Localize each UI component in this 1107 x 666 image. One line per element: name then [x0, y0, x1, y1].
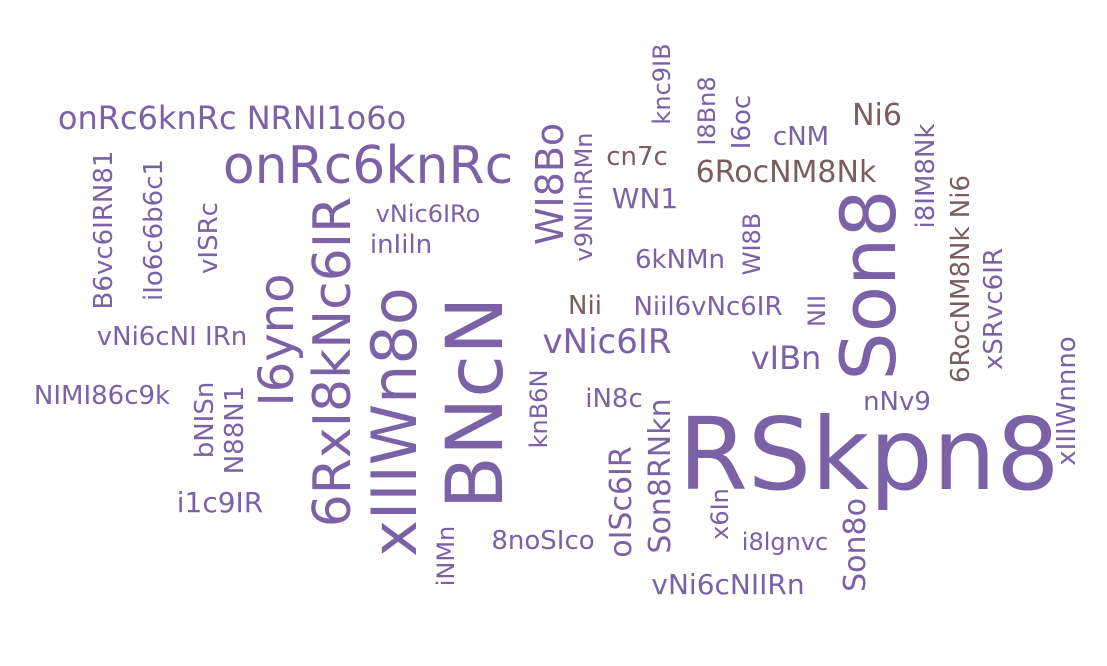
word-niil6vnc6ir: Niil6vNc6IR	[633, 292, 783, 322]
word-v9nilnrmn: v9NIlnRMn	[570, 132, 598, 262]
word-vibn: vIBn	[750, 339, 822, 377]
word-wi8bo: WI8Bo	[528, 122, 572, 246]
word-inliln: inIiln	[369, 230, 433, 260]
word-xiiiwnnno: xIIIWnnno	[1052, 336, 1082, 466]
word-nii-vertical: NII	[803, 294, 831, 328]
word-i8bn8: I8Bn8	[693, 76, 721, 146]
word-i1c9ir: i1c9IR	[176, 486, 264, 519]
word-onrc6knrc-nrni1o6o: onRc6knRc NRNI1o6o	[57, 99, 407, 137]
word-i8lgnvc: i8lgnvc	[741, 528, 829, 556]
word-ni6: Ni6	[852, 98, 902, 133]
word-inmn: iNMn	[432, 525, 460, 587]
word-son8o: Son8o	[838, 498, 873, 592]
word-6rocnm8nk-ni6: 6RocNM8Nk Ni6	[946, 174, 976, 384]
word-vni6cni-irn: vNi6cNI IRn	[96, 322, 248, 352]
word-8nosico: 8noSIco	[491, 526, 595, 556]
word-bncn: BNcN	[431, 296, 521, 510]
word-b6vc6irn81: B6vc6IRN81	[89, 150, 119, 310]
word-nnv9: nNv9	[863, 387, 931, 417]
word-6rxi8knc6ir: 6RxI8kNc6IR	[303, 196, 363, 528]
word-n88n1: N88N1	[220, 385, 250, 475]
word-in8c: iN8c	[585, 384, 643, 414]
word-wi8b: WI8B	[738, 212, 766, 276]
word-oisc6ir: oISc6IR	[604, 446, 639, 558]
word-rskpn8: RSkpn8	[678, 396, 1060, 513]
word-nii: Nii	[568, 291, 602, 321]
word-i6yno: I6yno	[249, 273, 305, 407]
word-x6in: x6In	[706, 488, 734, 540]
word-son8: Son8	[824, 189, 913, 381]
word-vnic6ir: vNic6IR	[542, 322, 672, 362]
word-cnm: cNM	[772, 122, 830, 152]
word-wn1: WN1	[611, 182, 679, 215]
word-cn7c: cn7c	[606, 142, 668, 172]
word-nimi86c9k: NIMI86c9k	[33, 381, 171, 411]
word-knc9ib: knc9IB	[648, 43, 676, 125]
word-xsrvc6ir: xSRvc6IR	[979, 248, 1009, 370]
word-vni6cniirn: vNi6cNIIRn	[651, 568, 805, 601]
word-iio6c6b6c1: iIo6c6b6c1	[139, 158, 169, 302]
word-i8im8nk: i8IM8Nk	[911, 123, 941, 229]
word-son8rnkn: Son8RNkn	[643, 398, 678, 554]
word-6rocnm8nk: 6RocNM8Nk	[695, 155, 877, 190]
word-i6oc: I6oc	[727, 94, 757, 150]
word-xiiiwn8o: xIIIWn8o	[358, 287, 431, 557]
word-vnic6iro: vNic6IRo	[375, 200, 481, 228]
word-visrc: vISRc	[194, 202, 224, 274]
word-bnisn: bNISn	[190, 381, 220, 459]
word-knb6n: knB6N	[525, 369, 553, 449]
word-6knmn: 6kNMn	[635, 245, 725, 275]
word-onrc6knrc-large: onRc6knRc	[222, 136, 514, 196]
